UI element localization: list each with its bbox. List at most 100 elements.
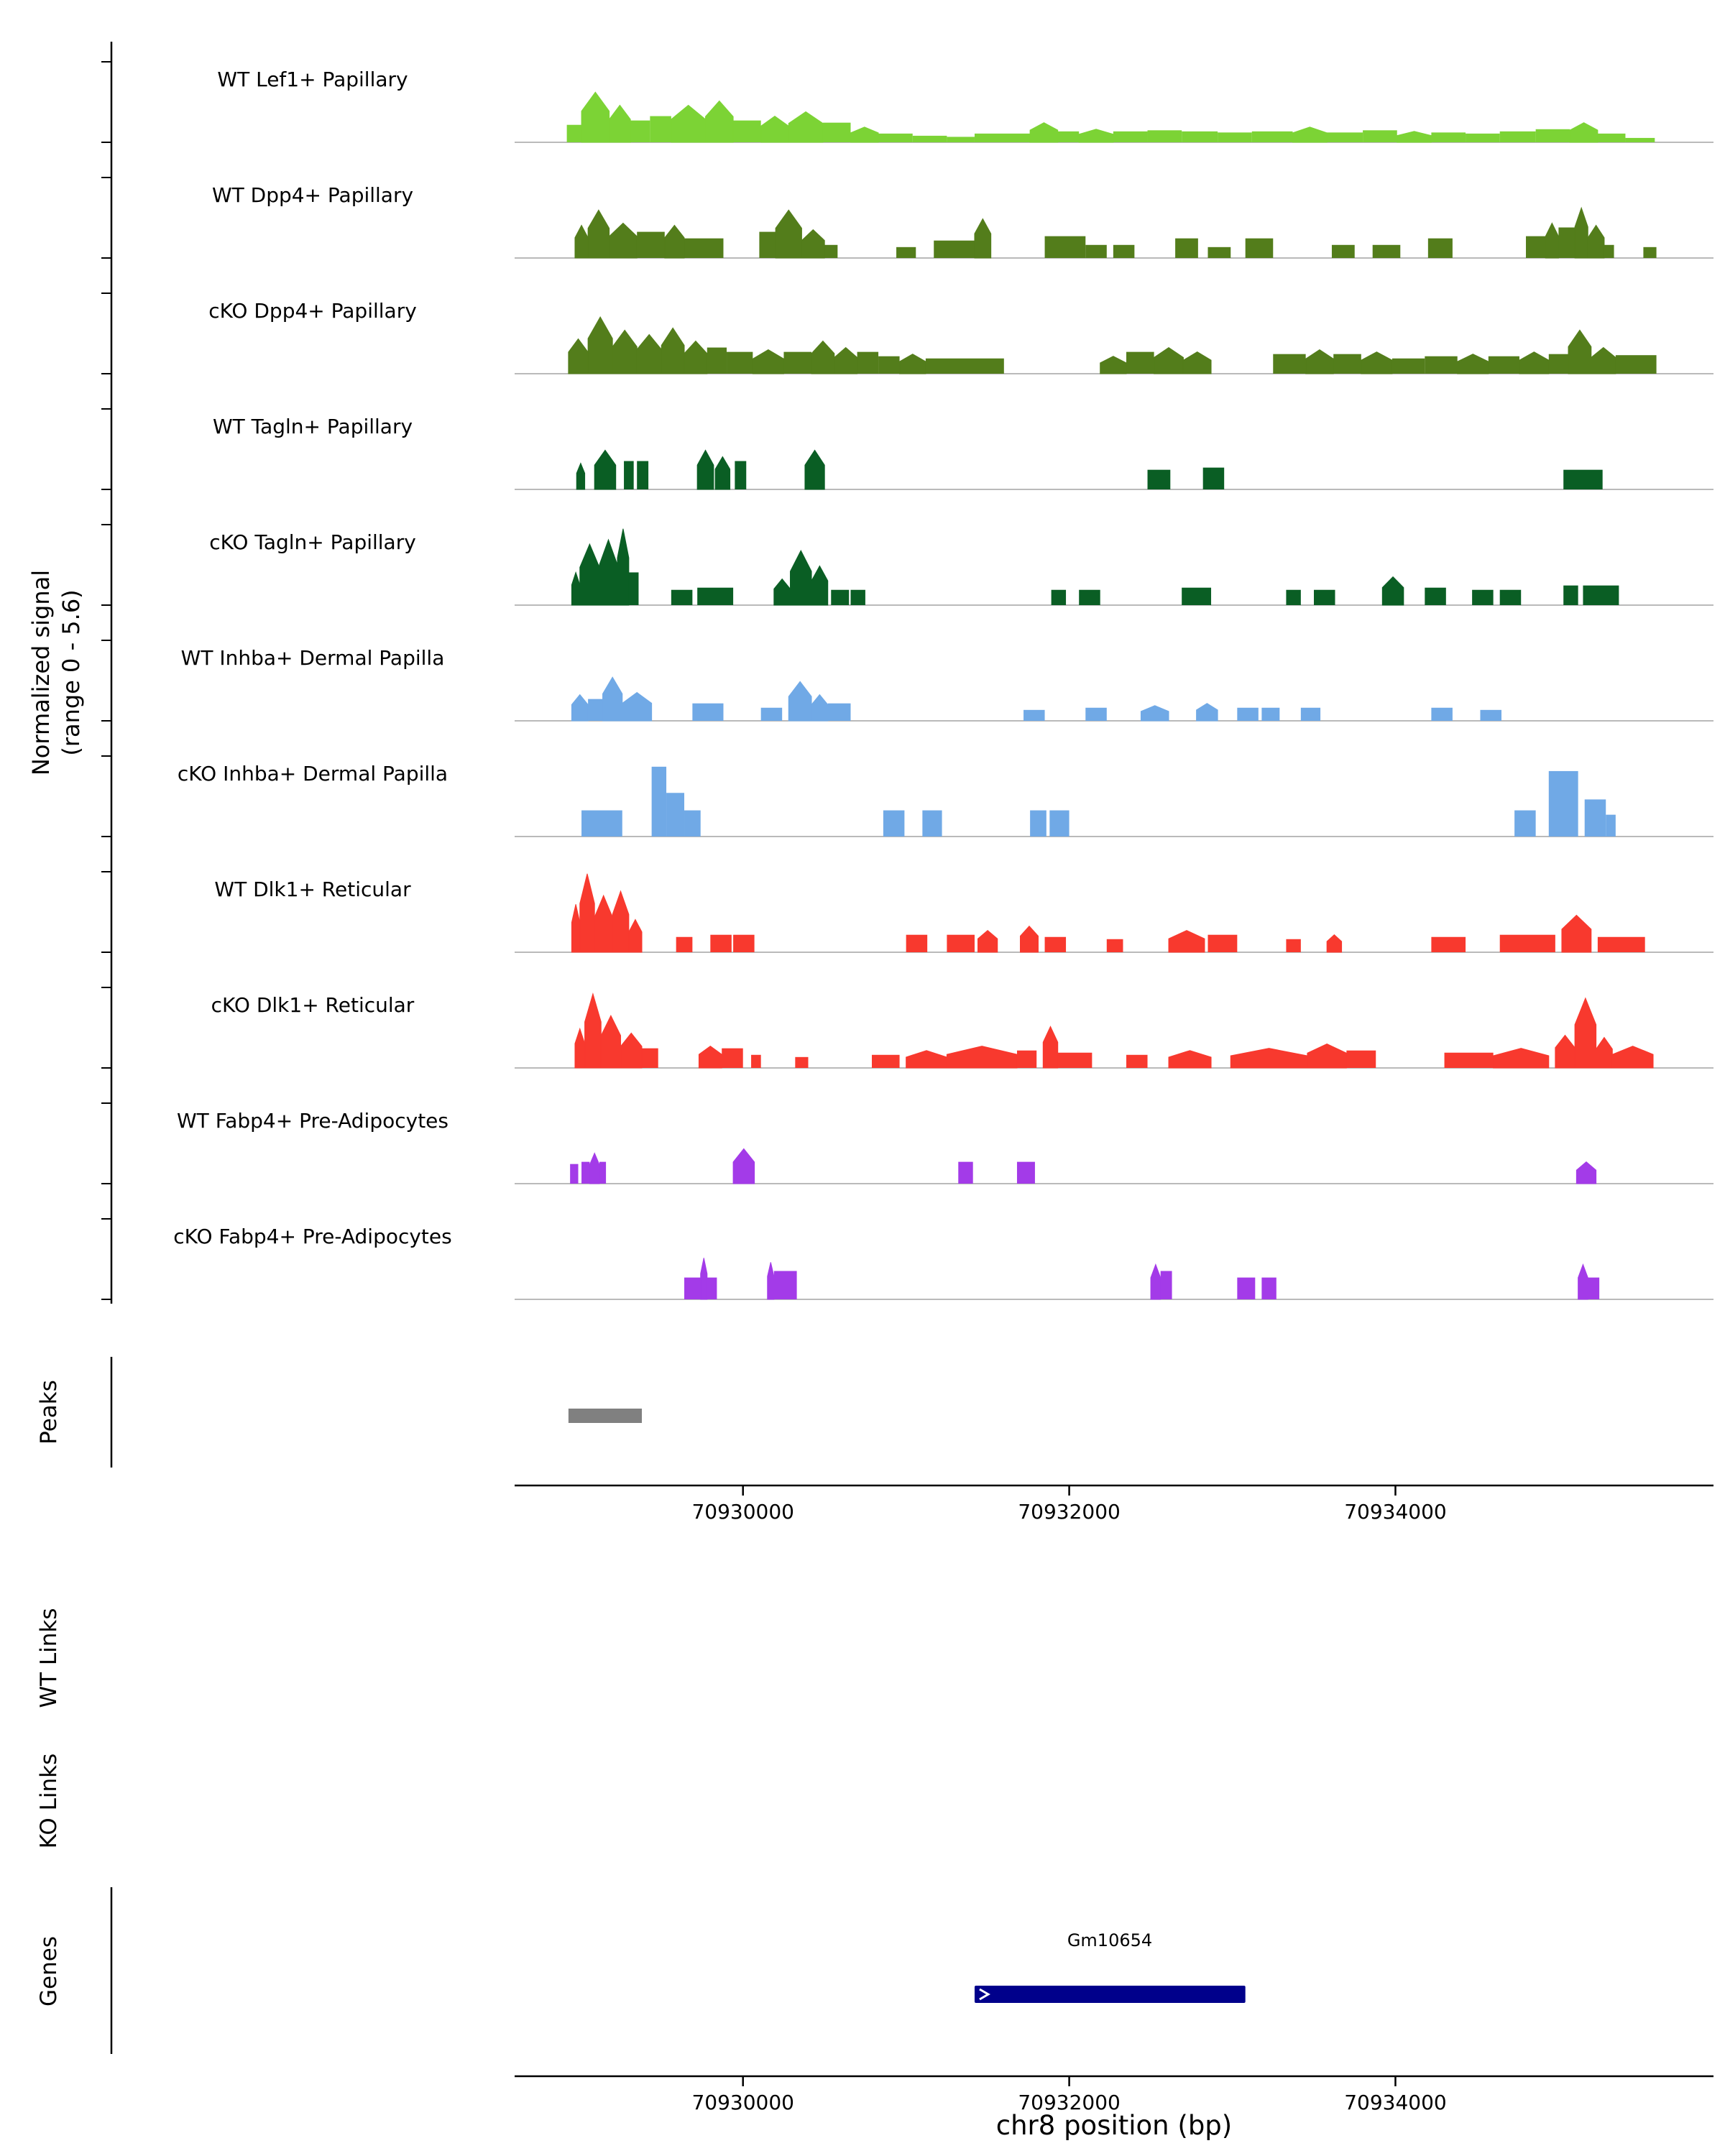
signal-peak: [804, 449, 825, 490]
signal-block: [947, 137, 975, 142]
signal-block: [1237, 1277, 1256, 1299]
signal-peak: [775, 209, 802, 259]
y-axis-label: Normalized signal (range 0 - 5.6): [26, 570, 86, 775]
signal-peak: [732, 1148, 755, 1184]
track-label: cKO Dlk1+ Reticular: [211, 993, 415, 1017]
signal-block: [735, 461, 747, 489]
signal-block: [906, 934, 928, 952]
signal-block: [1425, 587, 1446, 605]
signal-peak: [899, 354, 926, 374]
signal-peak: [1519, 351, 1550, 374]
signal-peak: [571, 904, 581, 953]
signal-block: [883, 810, 905, 837]
signal-peak: [589, 1152, 600, 1184]
signal-block: [1480, 709, 1501, 721]
x-axis-tick-label: 70934000: [1344, 2091, 1447, 2114]
signal-block: [773, 1271, 797, 1299]
signal-block: [822, 122, 851, 142]
signal-block: [1245, 238, 1274, 258]
signal-peak: [622, 691, 653, 722]
x-axis-tick-label: 70930000: [691, 1500, 794, 1524]
signal-peak: [790, 550, 812, 606]
signal-block: [1584, 799, 1606, 837]
signal-peak: [698, 1046, 722, 1069]
signal-peak: [1196, 703, 1218, 722]
signal-block: [1286, 939, 1301, 952]
signal-block: [1300, 707, 1321, 721]
signal-block: [1261, 1277, 1276, 1299]
signal-block: [628, 572, 639, 605]
signal-block: [588, 699, 603, 721]
signal-block: [1333, 354, 1361, 374]
signal-block: [1327, 132, 1363, 142]
signal-block: [1106, 939, 1123, 952]
signal-block: [710, 934, 732, 952]
signal-peak: [612, 890, 630, 953]
signal-block: [1563, 469, 1603, 489]
signal-block: [1182, 131, 1218, 142]
signal-block: [1431, 936, 1466, 952]
signal-peak: [576, 462, 586, 490]
signal-block: [1057, 131, 1080, 142]
signal-block: [871, 1054, 900, 1068]
signal-block: [1583, 585, 1619, 605]
signal-block: [1175, 238, 1198, 258]
signal-peak: [1168, 930, 1205, 953]
signal-block: [1113, 244, 1135, 258]
signal-peak: [1578, 1263, 1588, 1300]
signal-block: [850, 589, 865, 605]
signal-peak: [760, 115, 789, 143]
signal-block: [878, 356, 900, 374]
signal-peak: [1561, 914, 1592, 953]
signal-block: [1431, 132, 1466, 142]
signal-peak: [602, 676, 623, 722]
signal-peak: [609, 222, 638, 259]
signal-block: [1016, 1050, 1037, 1068]
signal-block: [1051, 589, 1067, 605]
signal-block: [1160, 1271, 1172, 1299]
signal-block: [1597, 133, 1626, 142]
signal-block: [581, 810, 622, 837]
signal-block: [751, 1054, 761, 1068]
signal-block: [1427, 238, 1453, 258]
signal-block: [1331, 244, 1355, 258]
signal-block: [1392, 358, 1425, 374]
signal-peak: [661, 327, 685, 374]
signal-block: [642, 1048, 658, 1068]
track-label: WT Tagln+ Papillary: [212, 415, 413, 438]
signal-peak: [1569, 122, 1598, 143]
signal-peak: [1230, 1048, 1308, 1069]
signal-peak: [579, 543, 600, 606]
x-axis-tick-label: 70932000: [1018, 2091, 1121, 2114]
signal-peak: [1292, 126, 1328, 143]
signal-block: [707, 1277, 717, 1299]
signal-block: [1548, 354, 1569, 374]
signal-peak: [636, 333, 662, 374]
signal-block: [1488, 356, 1519, 374]
signal-peak: [773, 578, 791, 606]
signal-block: [666, 793, 685, 837]
signal-peak: [571, 571, 581, 606]
signal-peak: [571, 694, 589, 722]
signal-peak: [1493, 1048, 1550, 1069]
wt-links-section-label: WT Links: [36, 1608, 62, 1708]
signal-block: [1237, 707, 1259, 721]
signal-block: [624, 461, 634, 489]
signal-block: [1085, 707, 1107, 721]
signal-block: [1514, 810, 1536, 837]
signal-peak: [1381, 576, 1404, 606]
signal-block: [1372, 244, 1401, 258]
signal-peak: [788, 111, 824, 143]
signal-peak: [1574, 997, 1597, 1069]
signal-peak: [1611, 1046, 1654, 1069]
signal-peak: [1078, 129, 1114, 143]
signal-peak: [906, 1050, 947, 1069]
signal-block: [1057, 1052, 1092, 1068]
signal-block: [1563, 585, 1578, 605]
signal-peak: [1545, 222, 1559, 259]
signal-peak: [620, 1032, 643, 1069]
signal-block: [1286, 589, 1301, 605]
signal-block: [733, 934, 755, 952]
signal-peak: [664, 224, 685, 259]
signal-peak: [700, 1258, 708, 1300]
